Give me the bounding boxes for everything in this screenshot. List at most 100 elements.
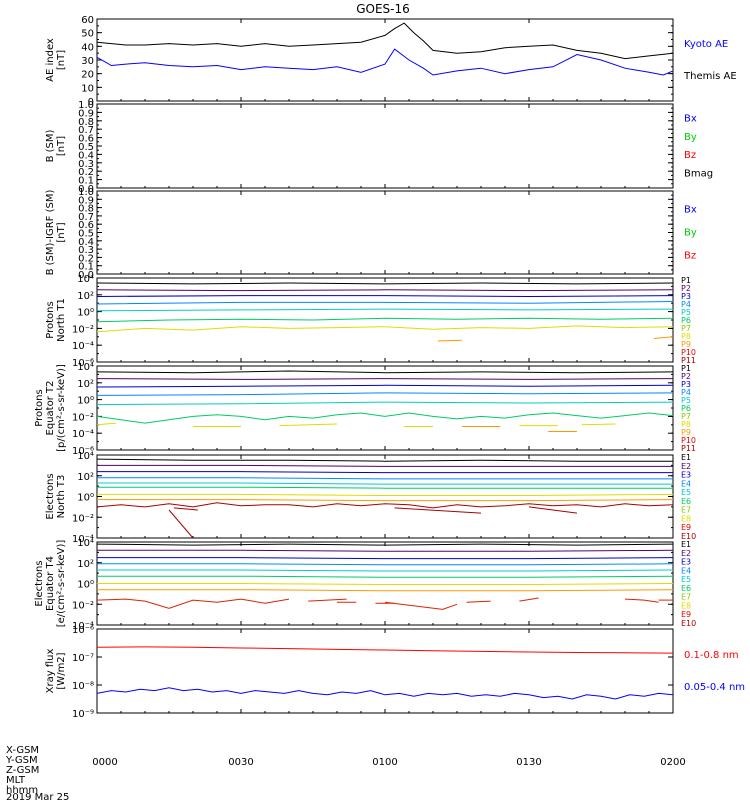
panel-0: 0 10 20 30 40 50 60 AE index [nT] Kyoto AE Themis … xyxy=(45,15,737,108)
y-axis-label: North T3 xyxy=(56,475,67,519)
legend-entry: E2 xyxy=(681,549,691,558)
series-line xyxy=(97,499,674,502)
y-tick-label: 10⁰ xyxy=(77,308,94,319)
y-tick-label: 1.0 xyxy=(78,187,94,198)
series-line xyxy=(96,392,674,396)
y-tick-label: 0.2 xyxy=(78,167,94,178)
y-axis-label: Equator T4 xyxy=(45,556,56,611)
series-line xyxy=(308,598,347,602)
y-tick-label: 10² xyxy=(77,559,94,570)
series-line xyxy=(97,563,674,566)
series-line xyxy=(96,378,674,380)
legend-entry: E7 xyxy=(681,593,691,602)
series-line xyxy=(96,598,290,609)
y-tick-label: 10⁻² xyxy=(72,600,94,611)
y-tick-label: 0.8 xyxy=(78,117,94,128)
y-axis-label: Protons xyxy=(45,301,56,338)
series-line xyxy=(279,423,338,427)
legend-entry: P2 xyxy=(681,284,691,293)
y-tick-label: 10⁻⁴ xyxy=(72,429,94,440)
panel-3: 10⁴ 10² 10⁰ 10⁻² 10⁻⁴ 10⁻⁶ Protons North T1 P1P2… xyxy=(45,274,696,369)
legend-entry: P7 xyxy=(681,324,691,333)
legend-entry: 0.05-0.4 nm xyxy=(684,682,745,693)
legend-entry: E9 xyxy=(681,523,691,532)
series-line xyxy=(97,471,673,474)
series-line xyxy=(96,370,674,374)
y-axis-label: North T1 xyxy=(56,298,67,342)
legend-entry: E2 xyxy=(681,462,691,471)
series-line xyxy=(96,22,674,60)
legend-entry: P4 xyxy=(681,300,691,309)
legend-entry: E1 xyxy=(681,540,691,549)
y-axis-label: [nT] xyxy=(56,222,67,242)
series-line xyxy=(173,507,198,511)
legend-entry: P9 xyxy=(681,428,691,437)
y-tick-label: 10⁻⁶ xyxy=(72,625,94,636)
legend-entry: Themis AE xyxy=(683,71,737,82)
plot-title: GOES-16 xyxy=(356,2,410,16)
y-tick-label: 0.0 xyxy=(78,270,94,281)
legend-entry: P3 xyxy=(681,292,691,301)
series-line xyxy=(97,486,673,489)
legend-entry: P8 xyxy=(681,332,691,341)
y-tick-label: 10 xyxy=(81,83,94,94)
y-axis-label: B (SM) xyxy=(45,129,56,162)
panel-frame xyxy=(96,628,674,714)
legend-entry: 0.1-0.8 nm xyxy=(684,650,739,661)
series-line xyxy=(96,401,674,406)
legend-entry: By xyxy=(684,228,697,239)
y-tick-label: 10² xyxy=(77,472,94,483)
panel-frame xyxy=(96,190,674,275)
legend-entry: P5 xyxy=(681,396,691,405)
time-axis: X-GSM Y-GSM Z-GSM MLT hhmm 2019 Mar 25 0… xyxy=(5,745,686,800)
legend-entry: Kyoto AE xyxy=(684,39,728,50)
y-tick-label: 0.6 xyxy=(78,220,94,231)
y-axis-label: [nT] xyxy=(56,50,67,70)
legend-entry: P10 xyxy=(681,348,696,357)
legend-entry: E7 xyxy=(681,506,691,515)
y-axis-label: [W/m2] xyxy=(56,652,67,689)
y-tick-label: 10⁴ xyxy=(77,274,94,285)
time-tick-label: 0030 xyxy=(228,757,253,768)
series-line xyxy=(96,317,674,323)
legend-entry: E5 xyxy=(681,488,691,497)
series-line xyxy=(96,412,674,424)
axis-row-zgsm: Z-GSM xyxy=(6,765,39,776)
y-axis-label: Equator T2 xyxy=(45,381,56,436)
y-axis-label: Electrons xyxy=(45,473,56,519)
y-tick-label: 0.5 xyxy=(78,229,94,240)
legend-entry: P11 xyxy=(681,444,696,453)
legend-entry: P4 xyxy=(681,388,691,397)
series-line xyxy=(96,295,674,298)
y-tick-label: 0.7 xyxy=(78,212,94,223)
series-line xyxy=(581,423,616,426)
series-line xyxy=(394,507,482,514)
series-line xyxy=(96,282,674,285)
y-tick-label: 50 xyxy=(81,29,94,40)
panel-7: 10⁻⁶ 10⁻⁷ 10⁻⁸ 10⁻⁹ Xray flux [W/m2] 0.1-0.8 n… xyxy=(45,625,745,720)
axis-row-hhmm: hhmm xyxy=(6,785,38,796)
y-tick-label: 10⁻⁶ xyxy=(72,446,94,457)
y-tick-label: 10⁰ xyxy=(77,580,94,591)
series-line xyxy=(97,493,674,496)
legend-entry: Bx xyxy=(684,114,697,125)
y-tick-label: 0.2 xyxy=(78,253,94,264)
y-axis-label: Electrons xyxy=(34,560,45,606)
y-tick-label: 10⁻⁴ xyxy=(72,621,94,632)
panel-5: 10⁴ 10² 10⁰ 10⁻² 10⁻⁴ Electrons North T3 E1E2E3… xyxy=(45,451,696,545)
y-tick-label: 0.9 xyxy=(78,195,94,206)
series-line xyxy=(96,687,674,700)
series-line xyxy=(97,557,674,560)
series-line xyxy=(96,502,674,509)
y-tick-label: 10⁰ xyxy=(77,493,94,504)
legend-entry: P3 xyxy=(681,380,691,389)
legend-entry: Bx xyxy=(684,204,697,215)
series-line xyxy=(437,339,462,342)
y-tick-label: 10⁻⁴ xyxy=(72,341,94,352)
time-tick-label: 0130 xyxy=(516,757,541,768)
series-line xyxy=(384,601,458,610)
time-tick-label: 0200 xyxy=(660,757,685,768)
time-tick-label: 0100 xyxy=(372,757,397,768)
y-tick-label: 0.7 xyxy=(78,125,94,136)
y-tick-label: 10² xyxy=(77,379,94,390)
